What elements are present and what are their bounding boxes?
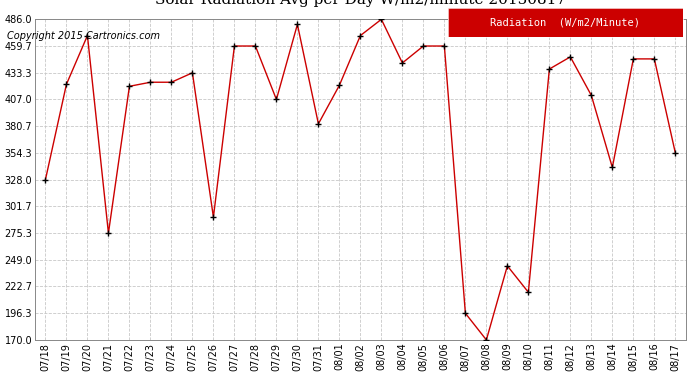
Text: Copyright 2015 Cartronics.com: Copyright 2015 Cartronics.com <box>7 32 160 41</box>
Title: Solar Radiation Avg per Day W/m2/minute 20150817: Solar Radiation Avg per Day W/m2/minute … <box>155 0 566 7</box>
